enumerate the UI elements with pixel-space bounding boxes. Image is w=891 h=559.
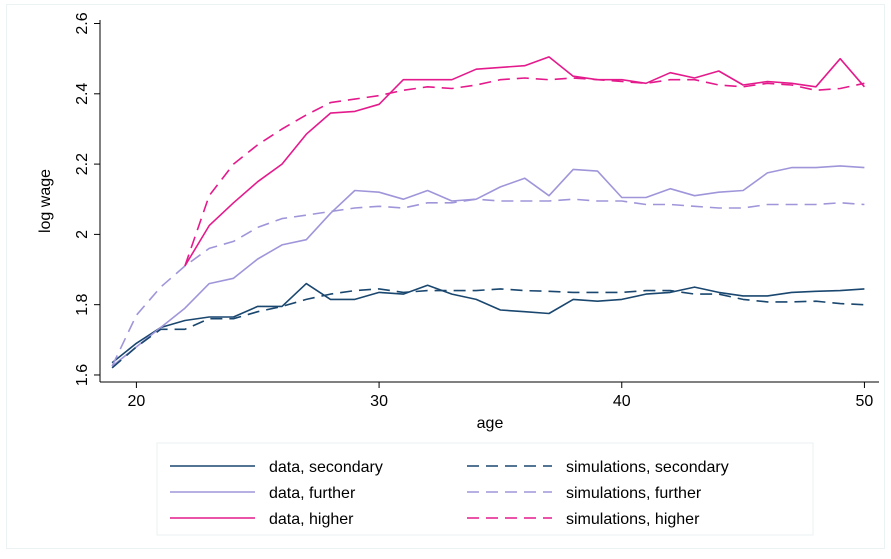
x-ticks: 20 30 40 50 bbox=[128, 382, 874, 410]
series-line-simulations-further bbox=[111, 198, 865, 367]
y-ticks: 1.6 1.8 2 2.2 2.4 2.6 bbox=[74, 12, 100, 386]
y-tick-label: 2.4 bbox=[74, 83, 91, 105]
series-line-simulations-secondary bbox=[111, 288, 865, 369]
series-line-data-higher bbox=[184, 56, 866, 267]
y-tick-label: 1.8 bbox=[74, 293, 91, 315]
series-line-data-secondary bbox=[111, 282, 865, 364]
legend-label: data, secondary bbox=[269, 459, 383, 476]
legend-label: simulations, further bbox=[566, 485, 702, 502]
legend-label: simulations, higher bbox=[566, 511, 700, 528]
series-layer bbox=[111, 56, 866, 369]
legend-label: simulations, secondary bbox=[566, 459, 729, 476]
x-axis-title: age bbox=[477, 415, 504, 432]
y-tick-label: 2 bbox=[74, 230, 91, 239]
legend-label: data, higher bbox=[269, 511, 354, 528]
x-tick-label: 50 bbox=[856, 393, 874, 410]
legend: data, secondary data, further data, higher… bbox=[170, 459, 729, 528]
y-tick-label: 1.6 bbox=[74, 364, 91, 386]
legend-label: data, further bbox=[269, 485, 356, 502]
series-line-data-further bbox=[111, 165, 865, 367]
x-tick-label: 40 bbox=[613, 393, 631, 410]
y-tick-label: 2.6 bbox=[74, 12, 91, 34]
y-tick-label: 2.2 bbox=[74, 153, 91, 175]
plot-area bbox=[100, 20, 879, 382]
x-tick-label: 20 bbox=[128, 393, 146, 410]
x-tick-label: 30 bbox=[370, 393, 388, 410]
series-line-simulations-higher bbox=[184, 77, 865, 267]
legend-box bbox=[156, 442, 814, 536]
y-axis-title: log wage bbox=[37, 169, 54, 233]
